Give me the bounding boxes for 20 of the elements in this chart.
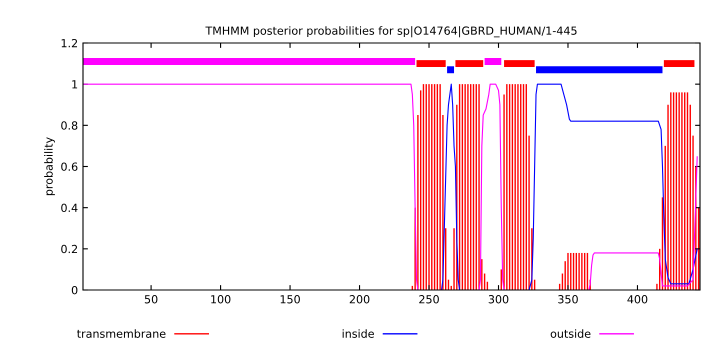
y-tick-label: 1 <box>72 80 78 88</box>
x-tick-label: 200 <box>350 295 370 304</box>
x-tick-label: 300 <box>488 295 508 304</box>
y-tick-label: 1.2 <box>62 38 78 48</box>
y-tick-label: 0 <box>72 286 78 294</box>
x-tick-label: 250 <box>419 295 439 304</box>
x-tick-label: 50 <box>144 295 158 304</box>
legend-label: transmembrane <box>77 329 166 338</box>
x-tick-label: 400 <box>627 295 648 304</box>
x-tick-label: 350 <box>558 295 578 304</box>
legend-label: inside <box>342 329 374 338</box>
x-tick-label: 100 <box>211 295 230 304</box>
y-axis-title: probability <box>44 137 55 196</box>
y-tick-label: 0.4 <box>61 204 78 212</box>
x-tick-label: 150 <box>280 295 300 304</box>
y-tick-label: 0.8 <box>61 121 78 130</box>
y-tick-label: 0.2 <box>61 244 78 254</box>
y-tick-label: 0.6 <box>61 162 78 171</box>
legend-label: outside <box>550 329 590 338</box>
chart-title: TMHMM posterior probabilities for sp|O14764|GBRD_HUMAN/1-445 <box>205 26 577 38</box>
